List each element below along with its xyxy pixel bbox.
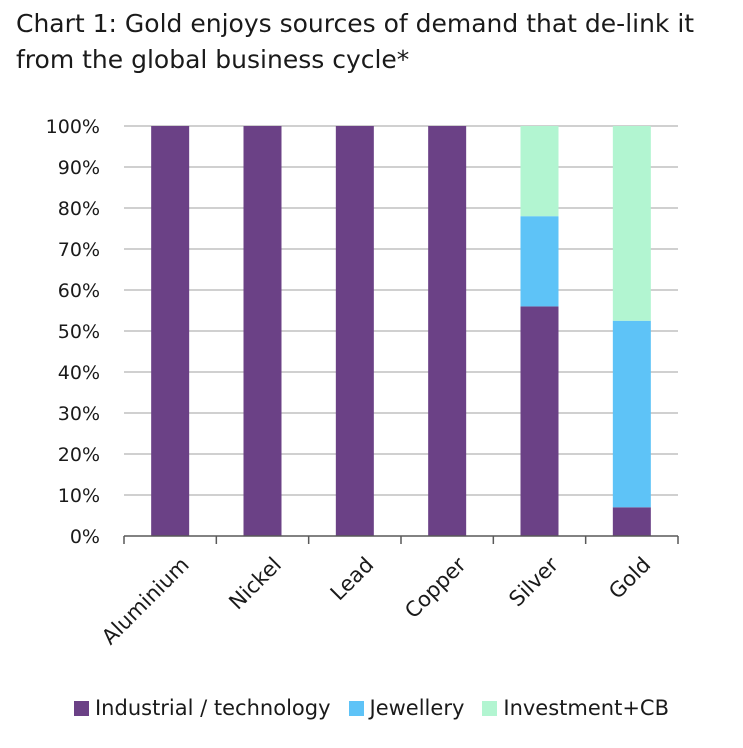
legend-item: Jewellery (348, 696, 465, 720)
chart-legend: Industrial / technology Jewellery Investme… (0, 696, 743, 720)
y-tick-label: 60% (58, 280, 100, 302)
y-tick-label: 70% (58, 239, 100, 261)
y-tick-label: 20% (58, 444, 100, 466)
stacked-bar-chart: 0% 10% 20% 30% 40% 50% 60% 70% 80% 90% 100% Alumin… (46, 116, 679, 649)
x-category-label: Silver (504, 552, 563, 611)
bar-copper-segment-0 (428, 126, 467, 536)
y-tick-label: 80% (58, 198, 100, 220)
x-category-label: Nickel (224, 553, 286, 615)
bar-aluminium-segment-0 (151, 126, 190, 536)
bar-gold-segment-0 (612, 507, 651, 536)
y-tick-label: 100% (46, 116, 100, 138)
legend-swatch (348, 700, 364, 716)
x-category-label: Lead (326, 553, 379, 606)
y-tick-label: 40% (58, 362, 100, 384)
legend-label: Investment+CB (503, 696, 669, 720)
x-axis (123, 535, 679, 544)
y-tick-label: 10% (58, 485, 100, 507)
x-category-label: Aluminium (97, 553, 194, 650)
bar-gold-segment-2 (612, 126, 651, 321)
legend-label: Industrial / technology (94, 696, 331, 720)
y-tick-label: 30% (58, 403, 100, 425)
y-tick-label: 50% (58, 321, 100, 343)
chart-title: Chart 1: Gold enjoys sources of demand t… (16, 9, 695, 74)
y-tick-label: 0% (70, 526, 100, 548)
legend-swatch (482, 700, 498, 716)
legend-label: Jewellery (369, 696, 465, 720)
bar-gold-segment-1 (612, 320, 651, 508)
x-category-label: Gold (604, 553, 655, 604)
y-axis-tick-labels: 0% 10% 20% 30% 40% 50% 60% 70% 80% 90% 100% (46, 116, 100, 548)
bar-lead-segment-0 (335, 126, 374, 536)
gridlines (124, 125, 678, 496)
bars (151, 126, 651, 536)
bar-silver-segment-1 (520, 216, 559, 307)
x-category-label: Copper (400, 552, 471, 623)
bar-silver-segment-2 (520, 126, 559, 217)
bar-nickel-segment-0 (243, 126, 282, 536)
legend-item: Investment+CB (482, 696, 669, 720)
x-axis-category-labels: Aluminium Nickel Lead Copper Silver Gold (97, 552, 655, 649)
legend-swatch (73, 700, 89, 716)
bar-silver-segment-0 (520, 306, 559, 536)
legend-item: Industrial / technology (73, 696, 331, 720)
y-tick-label: 90% (58, 157, 100, 179)
